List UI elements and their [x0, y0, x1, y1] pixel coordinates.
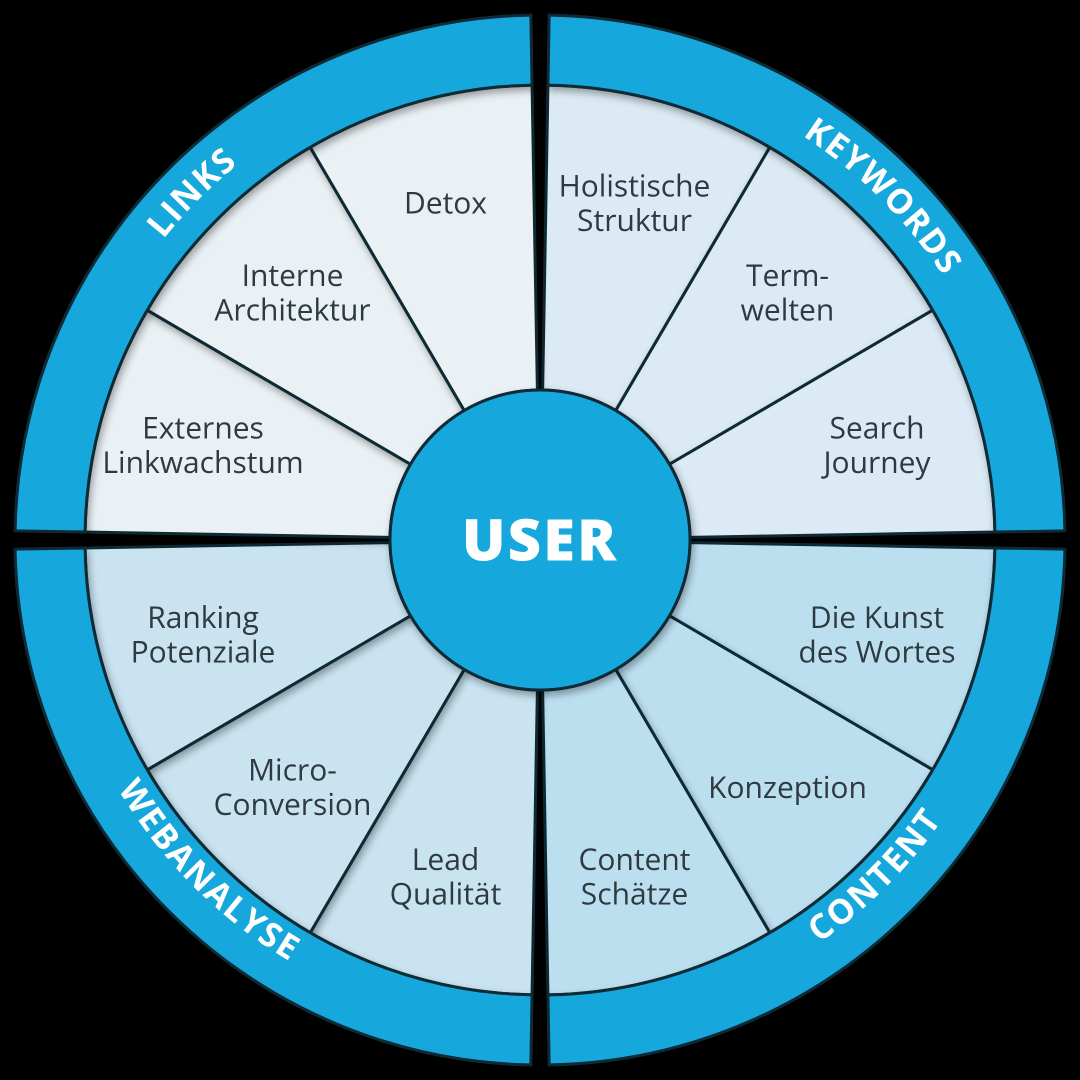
- slice-label-keywords-2: SearchJourney: [820, 407, 931, 483]
- wheel-center: USER: [390, 390, 690, 690]
- slice-label-content-2: ContentSchätze: [579, 838, 691, 914]
- slice-label-webanalyse-2: RankingPotenziale: [131, 596, 276, 672]
- slice-label-keywords-0: HolistischeStruktur: [559, 164, 711, 240]
- seo-wheel-diagram: HolistischeStruktur Term-welten SearchJour…: [0, 0, 1080, 1080]
- slice-label-content-1: Konzeption: [708, 766, 867, 807]
- slice-label-keywords-1: Term-welten: [741, 254, 835, 330]
- slice-label-content-0: Die Kunstdes Wortes: [798, 596, 955, 672]
- slice-label-links-2: Detox: [404, 182, 487, 223]
- center-label: USER: [462, 498, 618, 577]
